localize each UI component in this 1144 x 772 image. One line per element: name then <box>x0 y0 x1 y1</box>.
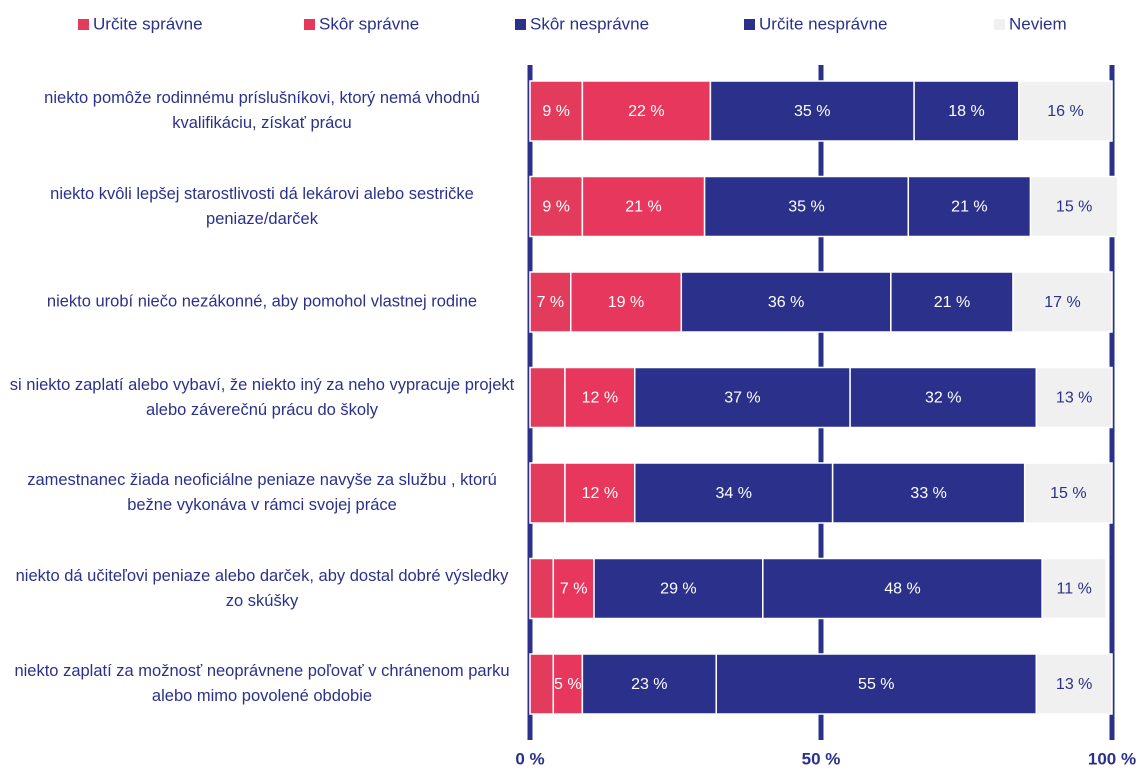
bar-segment <box>593 557 764 620</box>
data-label: 7 % <box>560 581 588 598</box>
bar-segment <box>1035 366 1113 429</box>
data-label: 9 % <box>542 199 570 216</box>
data-label: 21 % <box>951 199 987 216</box>
data-label: 21 % <box>625 199 661 216</box>
data-label: 36 % <box>768 294 804 311</box>
bar-segment <box>1029 175 1119 238</box>
bar-segment <box>634 462 834 524</box>
data-label: 34 % <box>715 485 751 502</box>
data-label: 33 % <box>910 485 946 502</box>
data-label: 21 % <box>934 294 970 311</box>
data-label: 18 % <box>948 103 984 120</box>
bar-segment <box>1035 653 1113 715</box>
data-label: 17 % <box>1044 294 1080 311</box>
category-label: niekto dá učiteľovi peniaze alebo darček… <box>15 566 509 610</box>
bar-segment <box>634 366 851 429</box>
data-label: 7 % <box>537 294 565 311</box>
data-label: 23 % <box>631 676 667 693</box>
bar-segment <box>552 557 595 620</box>
data-label: 55 % <box>858 676 894 693</box>
bar-segment <box>907 175 1032 238</box>
data-label: 15 % <box>1056 199 1092 216</box>
bar-segment <box>1023 462 1113 524</box>
bar-segment <box>762 557 1043 620</box>
bar-segment <box>529 175 584 238</box>
category-label: zamestnanec žiada neoficiálne peniaze na… <box>27 471 497 514</box>
legend-swatch <box>994 19 1005 30</box>
data-label: 11 % <box>1057 581 1092 598</box>
data-label: 9 % <box>542 103 570 120</box>
bar-segment <box>564 366 636 429</box>
data-label: 35 % <box>794 103 830 120</box>
bar-segment <box>529 653 555 715</box>
data-label: 13 % <box>1056 390 1092 407</box>
data-label: 22 % <box>628 103 664 120</box>
bar-segment <box>913 80 1020 142</box>
legend-label: Skôr nesprávne <box>530 14 649 33</box>
data-label: 35 % <box>788 199 824 216</box>
data-label: 12 % <box>582 485 618 502</box>
x-tick-label: 0 % <box>515 749 544 768</box>
bar-segment <box>581 80 712 142</box>
bar-segment <box>552 653 584 715</box>
data-label: 16 % <box>1047 103 1083 120</box>
bar-segment <box>564 462 636 524</box>
category-label: niekto pomôže rodinnému príslušníkovi, k… <box>44 89 480 132</box>
bar-segment <box>581 653 717 715</box>
x-tick-label: 100 % <box>1088 749 1136 768</box>
category-label: niekto zaplatí za možnosť neoprávnene po… <box>14 662 510 705</box>
data-label: 12 % <box>582 390 618 407</box>
data-label: 19 % <box>608 294 644 311</box>
bar-segment <box>831 462 1026 524</box>
bar-segment <box>1018 80 1113 142</box>
bar-segment <box>529 366 566 429</box>
legend-swatch <box>515 19 526 30</box>
bar-segment <box>890 271 1014 333</box>
legend-label: Skôr správne <box>319 14 419 33</box>
bar-segment <box>703 175 910 238</box>
bar-segment <box>529 557 555 620</box>
x-tick-label: 50 % <box>802 749 841 768</box>
category-label: si niekto zaplatí alebo vybaví, že niekt… <box>9 375 515 419</box>
data-label: 48 % <box>884 581 920 598</box>
legend-swatch <box>78 19 89 30</box>
legend-swatch <box>304 19 315 30</box>
data-label: 37 % <box>724 390 760 407</box>
bar-segment <box>529 462 566 524</box>
legend-label: Určite nesprávne <box>759 14 888 33</box>
data-label: 15 % <box>1050 485 1086 502</box>
data-label: 32 % <box>925 390 961 407</box>
legend-label: Určite správne <box>93 14 203 33</box>
legend-label: Neviem <box>1009 14 1067 33</box>
bar-segment <box>715 653 1038 715</box>
data-label: 29 % <box>660 581 696 598</box>
category-label: niekto urobí niečo nezákonné, aby pomoho… <box>46 292 478 311</box>
bar-segment <box>1012 271 1113 333</box>
data-label: 5 % <box>554 676 582 693</box>
data-label: 13 % <box>1056 676 1092 693</box>
category-label: niekto kvôli lepšej starostlivosti dá le… <box>50 184 474 228</box>
bar-segment <box>529 271 572 333</box>
bar-segment <box>849 366 1038 429</box>
bar-segment <box>1041 557 1107 620</box>
legend-swatch <box>744 19 755 30</box>
